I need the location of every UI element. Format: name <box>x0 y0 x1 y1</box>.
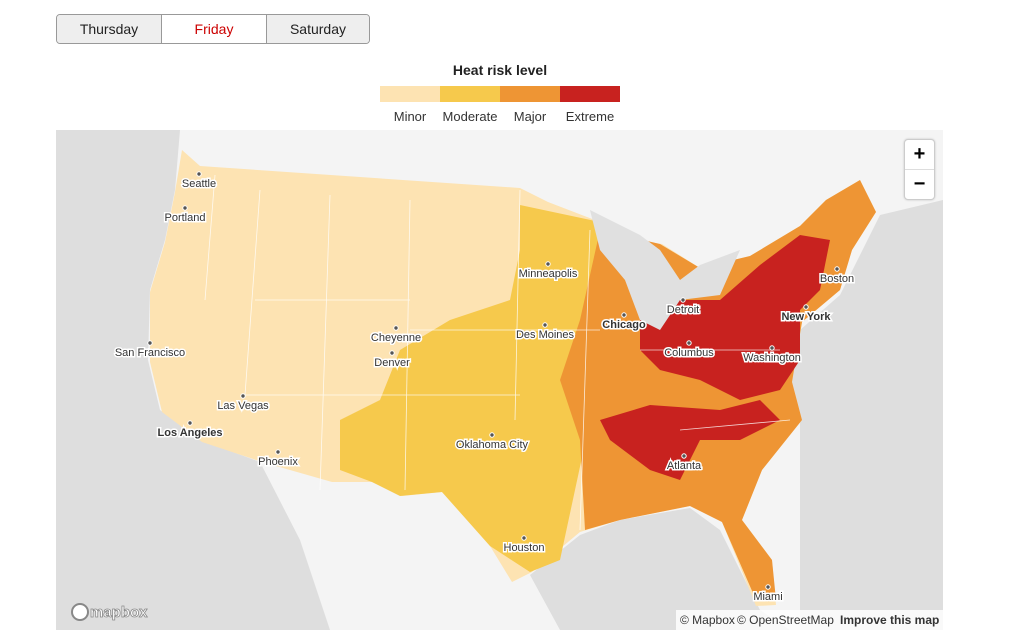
city-dot <box>182 205 188 211</box>
city: Minneapolis <box>519 268 578 280</box>
city: Phoenix <box>258 456 298 468</box>
city-dot <box>680 297 686 303</box>
city: Chicago <box>602 319 646 331</box>
city: Atlanta <box>667 460 702 472</box>
attribution-bg <box>676 610 943 630</box>
heat-region <box>640 235 830 400</box>
city: Washington <box>743 352 801 364</box>
city-dot <box>686 340 692 346</box>
city-dot <box>621 312 627 318</box>
attribution: © Mapbox <box>680 613 735 627</box>
legend-label: Minor <box>394 109 427 124</box>
city: Portland <box>165 212 206 224</box>
city-dot <box>765 584 771 590</box>
city: Las Vegas <box>217 400 269 412</box>
legend-title: Heat risk level <box>453 62 547 78</box>
improve-link: Improve this map <box>840 613 939 627</box>
city-dot <box>196 171 202 177</box>
city: Houston <box>504 542 545 554</box>
city-dot <box>389 350 395 356</box>
city: Oklahoma City <box>456 439 529 451</box>
tab[interactable]: Thursday <box>57 15 162 43</box>
city-dot <box>542 322 548 328</box>
legend-label: Extreme <box>566 109 614 124</box>
city-dot <box>834 266 840 272</box>
great-lakes <box>590 210 740 330</box>
city-dot <box>545 261 551 267</box>
city: Miami <box>753 591 782 603</box>
zoom-control: + − <box>904 139 935 200</box>
city: Los Angeles <box>158 427 223 439</box>
city-dot <box>769 345 775 351</box>
city: Des Moines <box>516 329 575 341</box>
ocean <box>56 130 330 630</box>
city-dot <box>803 304 809 310</box>
city-dot <box>275 449 281 455</box>
heat-region <box>340 205 640 572</box>
city: San Francisco <box>115 347 185 359</box>
city: Cheyenne <box>371 332 421 344</box>
legend-swatch <box>440 86 500 102</box>
city-labels: Seattle Portland San Francisco Las Vegas… <box>113 171 856 605</box>
heat-region <box>150 150 876 606</box>
legend-label: Major <box>514 109 547 124</box>
attribution: © OpenStreetMap <box>737 613 834 627</box>
city: Denver <box>374 357 410 369</box>
city-dot <box>187 420 193 426</box>
mapbox-logo: mapbox <box>90 604 148 621</box>
tab[interactable]: Saturday <box>267 15 369 43</box>
zoom-out[interactable]: − <box>913 173 926 195</box>
legend-swatch <box>560 86 620 102</box>
city-dot <box>240 393 246 399</box>
legend-swatch <box>380 86 440 102</box>
legend-label: Moderate <box>443 109 498 124</box>
city: Columbus <box>664 347 714 359</box>
city-dot <box>393 325 399 331</box>
city: New York <box>781 311 831 323</box>
tab[interactable]: Friday <box>162 15 267 43</box>
zoom-in[interactable]: + <box>905 140 934 170</box>
ocean <box>530 200 943 630</box>
city-dot <box>147 340 153 346</box>
day-tabs: Thursday Friday Saturday <box>56 14 370 44</box>
city: Detroit <box>667 304 699 316</box>
city: Seattle <box>182 178 216 190</box>
heat-region <box>560 180 876 600</box>
city-dot <box>681 453 687 459</box>
city-dot <box>521 535 527 541</box>
city: Boston <box>820 273 854 285</box>
legend-swatch <box>500 86 560 102</box>
city-dot <box>489 432 495 438</box>
logo-icon <box>71 603 89 621</box>
heat-region <box>600 400 780 480</box>
map-background <box>56 130 943 630</box>
legend: Minor Moderate Major Extreme <box>380 86 620 124</box>
state-borders <box>204 174 791 531</box>
